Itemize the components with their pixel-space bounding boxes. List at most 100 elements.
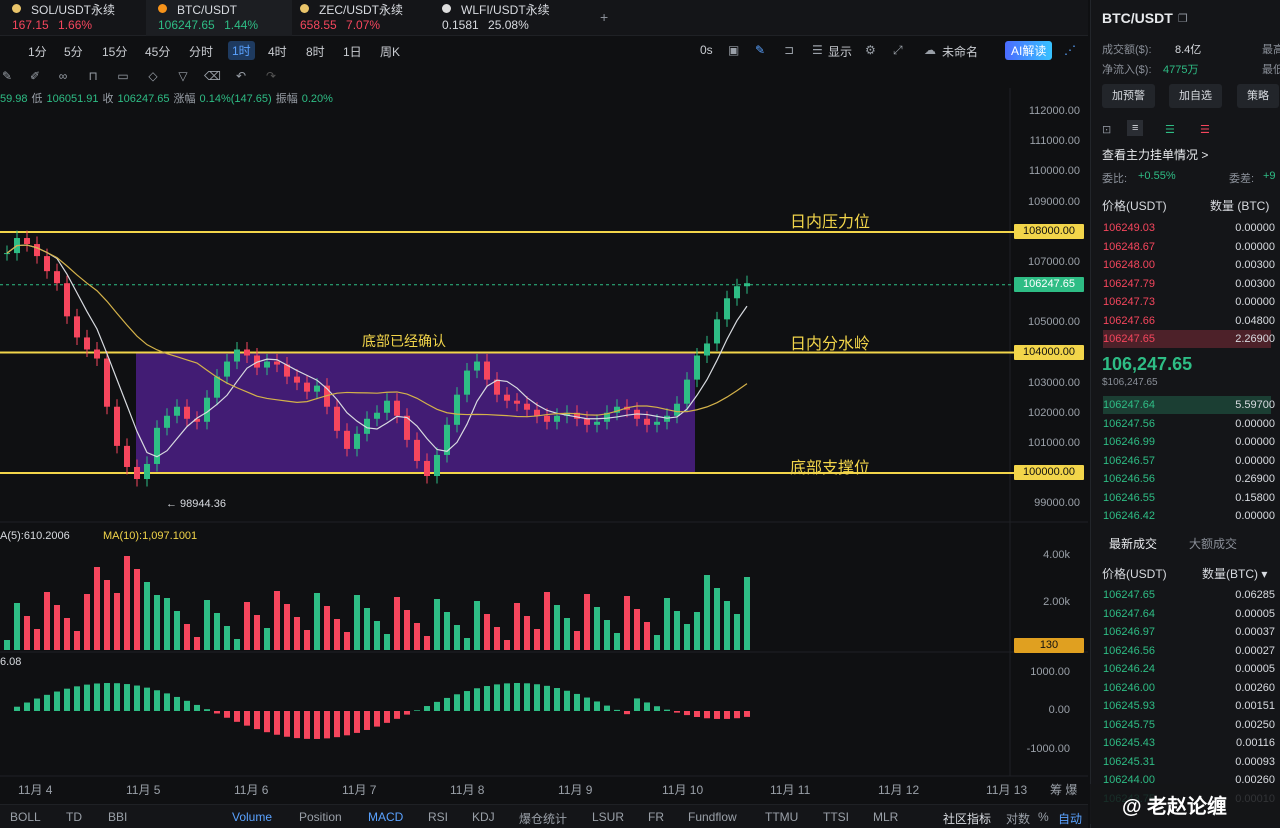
indicator-macd[interactable]: MACD	[368, 810, 404, 824]
share-icon[interactable]: ⋰	[1064, 43, 1076, 57]
bid-row[interactable]: 106246.57 0.00000	[1103, 452, 1275, 470]
tf-1m[interactable]: 1分	[28, 45, 47, 59]
tag-icon[interactable]: ◇	[148, 69, 158, 83]
add-alert-button[interactable]: 加预警	[1102, 84, 1155, 108]
link-icon[interactable]: ∞	[58, 69, 68, 83]
undo-icon[interactable]: ↶	[235, 69, 247, 83]
trade-row[interactable]: 106245.75 0.00250	[1103, 716, 1275, 734]
trade-row[interactable]: 106246.97 0.00037	[1103, 623, 1275, 641]
ask-row[interactable]: 106248.00 0.00300	[1103, 256, 1275, 274]
gear-icon[interactable]: ⚙	[865, 43, 876, 57]
log-scale-toggle[interactable]: 对数	[1006, 812, 1031, 826]
tab-zec[interactable]: ZEC/USDT永续 658.55 7.07%	[300, 3, 404, 32]
ai-button[interactable]: AI解读	[1005, 41, 1053, 60]
indicator-ttsi[interactable]: TTSI	[823, 810, 849, 824]
bid-row[interactable]: 106247.56 0.00000	[1103, 415, 1275, 433]
tab-btc[interactable]: BTC/USDT 106247.65 1.44%	[146, 0, 292, 36]
trade-row[interactable]: 106244.00 0.00260	[1103, 771, 1275, 789]
bids-view-icon[interactable]: ☰	[1165, 124, 1175, 136]
bid-row[interactable]: 106247.64 5.59700	[1103, 396, 1275, 414]
tf-1h[interactable]: 1时	[228, 41, 255, 60]
tf-4h[interactable]: 4时	[268, 45, 287, 59]
bid-row[interactable]: 106246.56 0.26900	[1103, 470, 1275, 488]
indicator-lsur[interactable]: LSUR	[592, 810, 625, 824]
asks-view-icon[interactable]: ☰	[1200, 124, 1210, 136]
add-watchlist-button[interactable]: 加自选	[1169, 84, 1222, 108]
qty-unit-select[interactable]: 数量(BTC) ▾	[1202, 567, 1268, 581]
indicator-rsi[interactable]: RSI	[428, 810, 449, 824]
trash-icon[interactable]: ⌫	[204, 69, 221, 83]
strategy-button[interactable]: 策略	[1237, 84, 1279, 108]
indicator-ttmu[interactable]: TTMU	[765, 810, 799, 824]
pencil-icon[interactable]: ✎	[1, 69, 13, 83]
trade-row[interactable]: 106246.24 0.00005	[1103, 660, 1275, 678]
tf-1d[interactable]: 1日	[343, 45, 362, 59]
add-tab-button[interactable]: +	[600, 9, 609, 25]
indicator-fundflow[interactable]: Fundflow	[688, 810, 737, 824]
depth-link[interactable]: 查看主力挂单情况 >	[1102, 148, 1209, 162]
camera-icon[interactable]: ▣	[728, 43, 740, 57]
ask-row[interactable]: 106248.67 0.00000	[1103, 238, 1275, 256]
layout-name-select[interactable]: 未命名	[942, 45, 979, 59]
filter-icon[interactable]: ▽	[178, 69, 188, 83]
orderbook-view-icon[interactable]: ≡	[1127, 120, 1144, 136]
candlestick-chart[interactable]	[0, 0, 1088, 828]
bid-row[interactable]: 106246.42 0.00000	[1103, 507, 1275, 525]
community-indicators[interactable]: 社区指标	[943, 812, 992, 826]
bid-row[interactable]: 106246.55 0.15800	[1103, 489, 1275, 507]
layout-icon[interactable]: ⊐	[784, 43, 795, 57]
note-icon[interactable]: ▭	[117, 69, 129, 83]
bid-row[interactable]: 106246.99 0.00000	[1103, 433, 1275, 451]
trade-row[interactable]: 106245.31 0.00093	[1103, 753, 1275, 771]
row-quantity: 5.59700	[1235, 399, 1275, 411]
display-button[interactable]: 显示	[828, 45, 853, 59]
tab-large-trades[interactable]: 大额成交	[1189, 537, 1238, 551]
lock-icon[interactable]: ⊓	[88, 69, 98, 83]
brush-icon[interactable]: ✐	[29, 69, 41, 83]
indicator-boll[interactable]: BOLL	[10, 810, 41, 824]
copy-icon[interactable]: ❐	[1178, 13, 1188, 25]
tf-15m[interactable]: 15分	[102, 45, 128, 59]
candle-body	[704, 343, 710, 356]
ask-row[interactable]: 106247.73 0.00000	[1103, 293, 1275, 311]
trade-row[interactable]: 106247.65 0.06285	[1103, 586, 1275, 604]
percent-toggle[interactable]: %	[1038, 810, 1049, 824]
ask-row[interactable]: 106247.66 0.04800	[1103, 312, 1275, 330]
indicator-liquidation[interactable]: 爆仓统计	[519, 812, 568, 826]
fullscreen-icon[interactable]: ⤢	[893, 43, 903, 57]
trade-row[interactable]: 106245.43 0.00116	[1103, 734, 1275, 752]
tf-week[interactable]: 周K	[380, 45, 401, 59]
trade-row[interactable]: 106246.00 0.00260	[1103, 679, 1275, 697]
pen-icon[interactable]: ✎	[755, 43, 766, 57]
indicator-position[interactable]: Position	[299, 810, 342, 824]
list-icon[interactable]: ☰	[812, 43, 823, 57]
indicator-td[interactable]: TD	[66, 810, 82, 824]
tf-time[interactable]: 分时	[189, 45, 214, 59]
volume-ma5: A(5):610.2006	[0, 530, 70, 542]
indicator-volume[interactable]: Volume	[232, 810, 273, 824]
row-quantity: 0.00000	[1235, 417, 1275, 430]
tab-wlfi[interactable]: WLFI/USDT永续 0.1581 25.08%	[442, 3, 550, 32]
x-corner-label[interactable]: 筹 爆	[1050, 783, 1078, 797]
auto-scale-toggle[interactable]: 自动	[1058, 812, 1083, 826]
trade-row[interactable]: 106246.56 0.00027	[1103, 642, 1275, 660]
tf-5m[interactable]: 5分	[64, 45, 83, 59]
zero-button[interactable]: 0s	[700, 43, 713, 57]
trade-row[interactable]: 106247.64 0.00005	[1103, 605, 1275, 623]
indicator-kdj[interactable]: KDJ	[472, 810, 495, 824]
depth-view-icon[interactable]: ⊡	[1102, 124, 1112, 136]
ask-row[interactable]: 106249.03 0.00000	[1103, 219, 1275, 237]
indicator-fr[interactable]: FR	[648, 810, 664, 824]
redo-icon[interactable]: ↷	[265, 69, 277, 83]
tab-sol[interactable]: SOL/USDT永续 167.15 1.66%	[12, 3, 116, 32]
tab-latest-trades[interactable]: 最新成交	[1109, 537, 1158, 551]
tf-45m[interactable]: 45分	[145, 45, 171, 59]
indicator-bbi[interactable]: BBI	[108, 810, 128, 824]
ask-row[interactable]: 106247.79 0.00300	[1103, 275, 1275, 293]
candle-body	[674, 403, 680, 416]
trade-row[interactable]: 106245.93 0.00151	[1103, 697, 1275, 715]
price-tick: 99000.00	[1034, 497, 1080, 509]
tf-8h[interactable]: 8时	[306, 45, 325, 59]
ask-row[interactable]: 106247.65 2.26900	[1103, 330, 1275, 348]
indicator-mlr[interactable]: MLR	[873, 810, 899, 824]
